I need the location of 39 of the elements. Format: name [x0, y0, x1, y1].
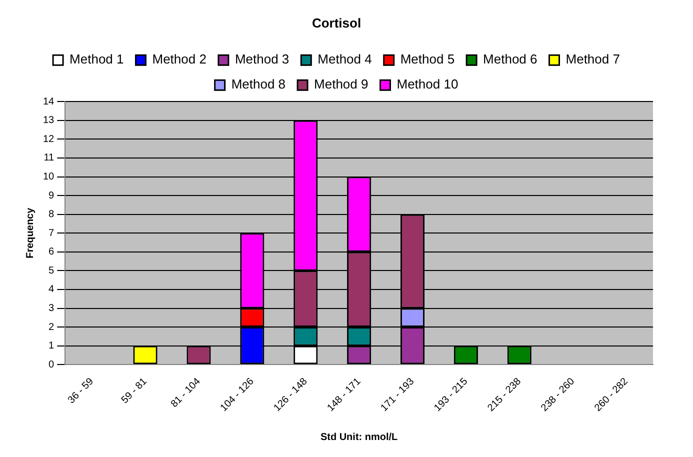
- x-tick-label: 81 - 104: [169, 376, 204, 410]
- y-tick-label: 5: [48, 265, 55, 276]
- y-tick-label: 6: [48, 246, 55, 258]
- y-tick-label: 3: [48, 303, 55, 314]
- x-tick-label: 215 - 238: [486, 376, 524, 414]
- y-axis-title: Frequency: [24, 207, 36, 258]
- y-tick-label: 9: [48, 190, 55, 202]
- legend-label: Method 9: [314, 76, 368, 92]
- legend-label: Method 4: [318, 52, 372, 67]
- legend-label: Method 8: [231, 76, 286, 92]
- x-tick-label: 260 - 282: [592, 376, 631, 414]
- x-tick-label: 104 - 126: [218, 376, 257, 414]
- y-tick-label: 7: [48, 228, 55, 239]
- x-tick-label: 238 - 260: [539, 376, 578, 414]
- x-tick-label: 36 - 59: [66, 376, 96, 406]
- y-tick-label: 2: [48, 322, 55, 333]
- y-tick-label: 13: [43, 115, 55, 126]
- x-tick-label: 171 - 193: [378, 376, 417, 414]
- x-tick-label: 148 - 171: [325, 376, 364, 414]
- chart-title: Cortisol: [312, 15, 362, 30]
- x-axis-title: Std Unit: nmol/L: [320, 432, 398, 443]
- y-tick-label: 8: [48, 209, 55, 220]
- x-tick-label: 193 - 215: [432, 376, 470, 414]
- y-tick-label: 10: [43, 172, 55, 183]
- legend-label: Method 6: [483, 52, 538, 67]
- y-tick-label: 4: [48, 284, 55, 296]
- legend-label: Method 10: [396, 76, 458, 92]
- legend-label: Method 7: [566, 52, 620, 67]
- y-tick-label: 0: [48, 359, 55, 370]
- y-tick-label: 1: [48, 340, 55, 352]
- legend-label: Method 5: [400, 52, 455, 67]
- legend-label: Method 3: [234, 52, 290, 67]
- legend-label: Method 1: [70, 52, 124, 67]
- y-tick-label: 11: [44, 152, 55, 164]
- y-tick-label: 14: [43, 96, 55, 108]
- y-tick-label: 12: [43, 134, 55, 145]
- x-tick-label: 126 - 148: [272, 376, 310, 414]
- x-tick-label: 59 - 81: [120, 376, 150, 406]
- legend-label: Method 2: [152, 52, 206, 67]
